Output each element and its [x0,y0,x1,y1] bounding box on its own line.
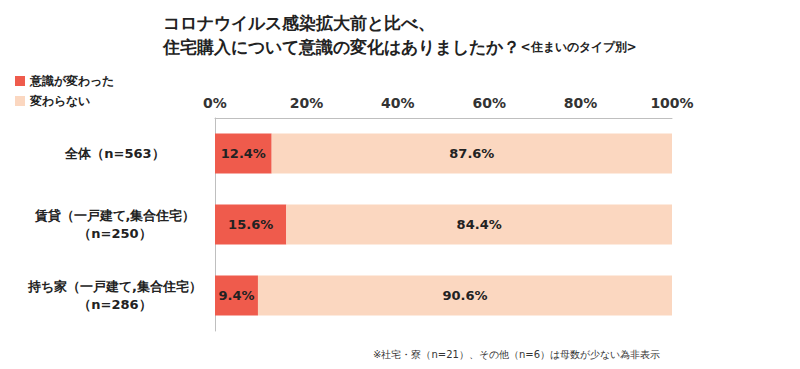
svg-text:15.6%: 15.6% [228,217,273,232]
svg-text:40%: 40% [381,95,415,111]
svg-text:90.6%: 90.6% [442,288,487,303]
svg-text:賃貸（一戸建て,集合住宅）: 賃貸（一戸建て,集合住宅） [34,208,196,223]
svg-text:全体（n=563）: 全体（n=563） [64,146,164,161]
svg-text:0%: 0% [203,95,227,111]
svg-text:（n=286）: （n=286） [78,297,151,312]
svg-text:80%: 80% [564,95,598,111]
svg-text:変わらない: 変わらない [29,94,90,108]
svg-text:持ち家（一戸建て,集合住宅）: 持ち家（一戸建て,集合住宅） [27,279,202,294]
svg-text:※社宅・寮（n=21）、その他（n=6）は母数が少ない為非表: ※社宅・寮（n=21）、その他（n=6）は母数が少ない為非表示 [373,349,660,360]
svg-text:87.6%: 87.6% [449,146,494,161]
svg-text:コロナウイルス感染拡大前と比べ、: コロナウイルス感染拡大前と比べ、 [163,13,435,33]
svg-text:20%: 20% [290,95,324,111]
svg-text:（n=250）: （n=250） [78,226,151,241]
svg-text:意識が変わった: 意識が変わった [29,74,114,88]
svg-text:100%: 100% [650,95,693,111]
svg-text:<住まいのタイプ別>: <住まいのタイプ別> [520,40,636,54]
svg-text:84.4%: 84.4% [457,217,502,232]
svg-text:住宅購入について意識の変化はありましたか？: 住宅購入について意識の変化はありましたか？ [162,37,520,57]
svg-text:9.4%: 9.4% [218,288,254,303]
svg-text:60%: 60% [472,95,506,111]
svg-text:12.4%: 12.4% [221,146,266,161]
